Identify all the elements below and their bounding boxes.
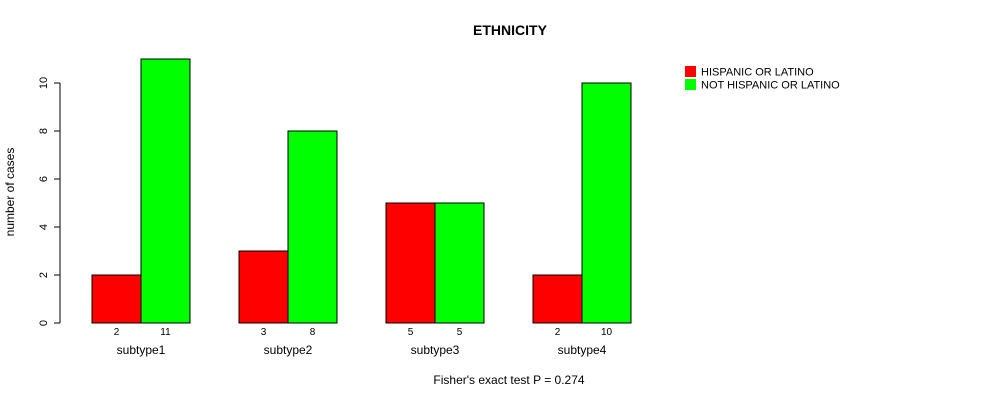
bar-value-label: 10: [601, 327, 613, 338]
legend-swatch: [685, 79, 696, 90]
legend-label: NOT HISPANIC OR LATINO: [701, 80, 840, 92]
y-tick-label: 6: [38, 176, 50, 182]
y-tick-label: 2: [38, 272, 50, 278]
legend-label: HISPANIC OR LATINO: [701, 67, 814, 79]
bar: [434, 202, 485, 324]
bar-group-subtype3: 5 5 subtype3: [385, 202, 485, 357]
bar: [140, 58, 191, 324]
bar-value-label: 5: [408, 327, 414, 338]
category-label: subtype2: [264, 343, 313, 357]
category-label: subtype3: [411, 343, 460, 357]
category-label: subtype4: [558, 343, 607, 357]
bar-value-label: 2: [555, 327, 561, 338]
legend-swatch: [685, 66, 696, 77]
bars: 2 11 subtype1 3 8 subtype2 5 5 subtype3 2 10 subtyp…: [91, 58, 632, 357]
bar: [287, 130, 338, 324]
bar-value-label: 8: [310, 327, 316, 338]
bar: [532, 274, 583, 324]
bar-value-label: 2: [114, 327, 120, 338]
bar-value-label: 3: [261, 327, 267, 338]
y-tick-label: 0: [38, 320, 50, 326]
fisher-test-footnote: Fisher's exact test P = 0.274: [433, 373, 584, 387]
chart-title: ETHNICITY: [473, 22, 548, 38]
y-axis-label: number of cases: [3, 148, 17, 237]
bar-value-label: 11: [160, 327, 171, 338]
bar-group-subtype1: 2 11 subtype1: [91, 58, 191, 357]
y-tick-label: 4: [38, 224, 50, 230]
y-tick-label: 10: [38, 77, 50, 89]
y-tick-label: 8: [38, 128, 50, 134]
bar-value-label: 5: [457, 327, 463, 338]
bar: [581, 82, 632, 324]
bar: [91, 274, 142, 324]
legend-item: HISPANIC OR LATINO: [685, 66, 814, 79]
bar: [238, 250, 289, 324]
bar: [385, 202, 436, 324]
legend-item: NOT HISPANIC OR LATINO: [685, 79, 840, 92]
bar-group-subtype4: 2 10 subtype4: [532, 82, 632, 357]
category-label: subtype1: [117, 343, 166, 357]
y-axis: 0 2 4 6 8 10: [38, 77, 61, 326]
bar-group-subtype2: 3 8 subtype2: [238, 130, 338, 357]
